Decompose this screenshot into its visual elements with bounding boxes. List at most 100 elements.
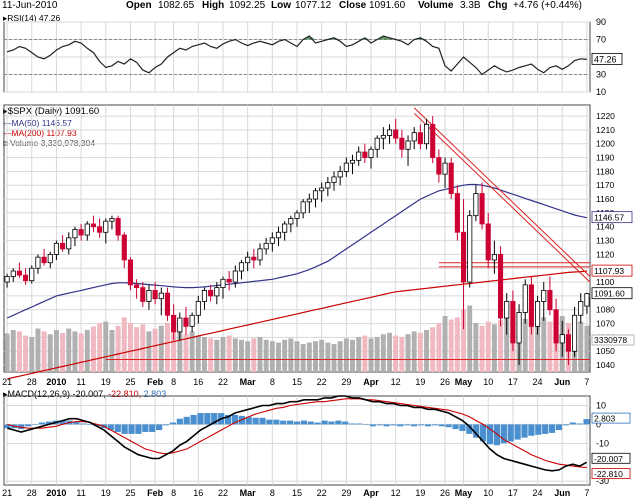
macd-histogram-bar — [404, 424, 411, 426]
macd-line — [7, 395, 587, 472]
price-y-tick: 1070 — [596, 319, 615, 329]
volume-bar — [53, 330, 59, 372]
candle-body — [245, 256, 251, 264]
candle-body — [411, 132, 417, 142]
ma200-last-value: 1107.93 — [594, 266, 624, 276]
volume-bar — [41, 331, 47, 372]
volume-bar — [78, 333, 84, 372]
candle-body — [294, 212, 300, 219]
candle-body — [331, 176, 337, 183]
price-x-tick: 19 — [415, 377, 425, 387]
macd-histogram-bar — [128, 424, 135, 434]
volume-bar — [584, 325, 590, 372]
volume-bar — [152, 328, 158, 372]
volume-bar — [350, 339, 355, 372]
macd-macd-last: -20.007 — [594, 454, 623, 464]
volume-bar — [411, 331, 417, 372]
candle-body — [10, 270, 16, 277]
macd-x-tick: 26 — [440, 488, 450, 498]
candle-body — [393, 129, 399, 139]
macd-histogram-bar — [328, 421, 335, 425]
volume-bar — [177, 330, 183, 372]
volume-bar — [547, 321, 553, 372]
candle-body — [4, 276, 10, 283]
price-x-tick: 26 — [440, 377, 450, 387]
candle-body — [535, 301, 541, 327]
volume-bar — [374, 337, 380, 372]
candle-body — [522, 284, 528, 313]
candle-body — [47, 254, 53, 264]
macd-histogram-bar — [521, 424, 528, 438]
macd-histogram-bar — [142, 424, 149, 432]
volume-bar — [10, 330, 16, 372]
macd-histogram-bar — [500, 424, 507, 444]
volume-label: Volume — [418, 0, 454, 11]
volume-bar — [195, 335, 201, 372]
volume-bar — [47, 334, 53, 372]
candle-body — [467, 215, 473, 283]
price-y-tick: 1090 — [596, 291, 615, 301]
macd-x-tick: 10 — [483, 488, 493, 498]
volume-bar — [251, 338, 257, 372]
macd-histogram-bar — [59, 420, 66, 425]
close-value: 1091.60 — [369, 0, 406, 11]
volume-bar — [115, 325, 121, 372]
volume-bar — [288, 338, 294, 372]
macd-histogram-bar — [280, 420, 287, 425]
price-x-tick: 21 — [2, 377, 12, 387]
price-x-tick: 22 — [317, 377, 327, 387]
macd-histogram-bar — [314, 422, 321, 425]
macd-histogram-bar — [156, 424, 163, 431]
macd-histogram-bar — [569, 422, 576, 425]
candle-body — [374, 137, 380, 150]
rsi-overbought-fill — [327, 37, 341, 40]
macd-hist-last: 2.803 — [594, 414, 616, 424]
macd-x-tick: 16 — [193, 488, 203, 498]
candle-body — [257, 248, 263, 261]
price-y-tick: 1130 — [596, 236, 615, 246]
volume-bar — [516, 321, 522, 372]
macd-histogram-bar — [555, 424, 563, 431]
macd-histogram-bar — [300, 420, 307, 425]
macd-histogram-bar — [383, 424, 390, 427]
macd-histogram-bar — [107, 424, 114, 431]
candle-body — [23, 274, 29, 282]
rsi-overbought-fill — [303, 36, 316, 40]
macd-histogram-bar — [548, 424, 556, 433]
macd-x-tick: 28 — [27, 488, 37, 498]
macd-histogram-bar — [307, 421, 314, 425]
price-y-tick: 1150 — [596, 208, 615, 218]
macd-histogram-bar — [169, 422, 177, 425]
candle-body — [516, 312, 522, 344]
volume-bar — [171, 321, 177, 372]
volume-bar — [109, 330, 115, 372]
macd-x-tick: 19 — [415, 488, 425, 498]
volume-legend: Volume 3,330,978,304 — [3, 138, 95, 148]
volume-bar — [263, 339, 269, 372]
macd-histogram-bar — [486, 424, 494, 445]
candle-body — [399, 137, 405, 150]
macd-x-tick: 29 — [341, 488, 351, 498]
ma200-dash-icon: — — [3, 128, 12, 138]
macd-histogram-bar — [100, 424, 108, 429]
candle-body — [541, 289, 547, 302]
macd-legend-v2: -22.810, — [108, 389, 142, 399]
ma200-line — [6, 270, 587, 380]
macd-histogram-bar — [211, 413, 218, 425]
close-label: Close — [339, 0, 367, 11]
macd-histogram-bar — [218, 413, 225, 425]
price-y-tick: 1080 — [596, 305, 615, 315]
macd-histogram-bar — [31, 424, 39, 425]
high-value: 1092.25 — [229, 0, 266, 11]
candle-body — [121, 234, 127, 261]
volume-bar — [454, 317, 460, 372]
volume-bar — [535, 320, 541, 372]
volume-bar — [319, 339, 325, 372]
rsi-line — [6, 35, 587, 76]
candle-body — [504, 301, 510, 319]
macd-x-tick: Apr — [363, 488, 379, 498]
rsi-y-tick: 50 — [596, 52, 606, 62]
macd-histogram-bar — [514, 424, 521, 440]
volume-bar — [368, 338, 374, 372]
macd-x-tick: 21 — [2, 488, 12, 498]
